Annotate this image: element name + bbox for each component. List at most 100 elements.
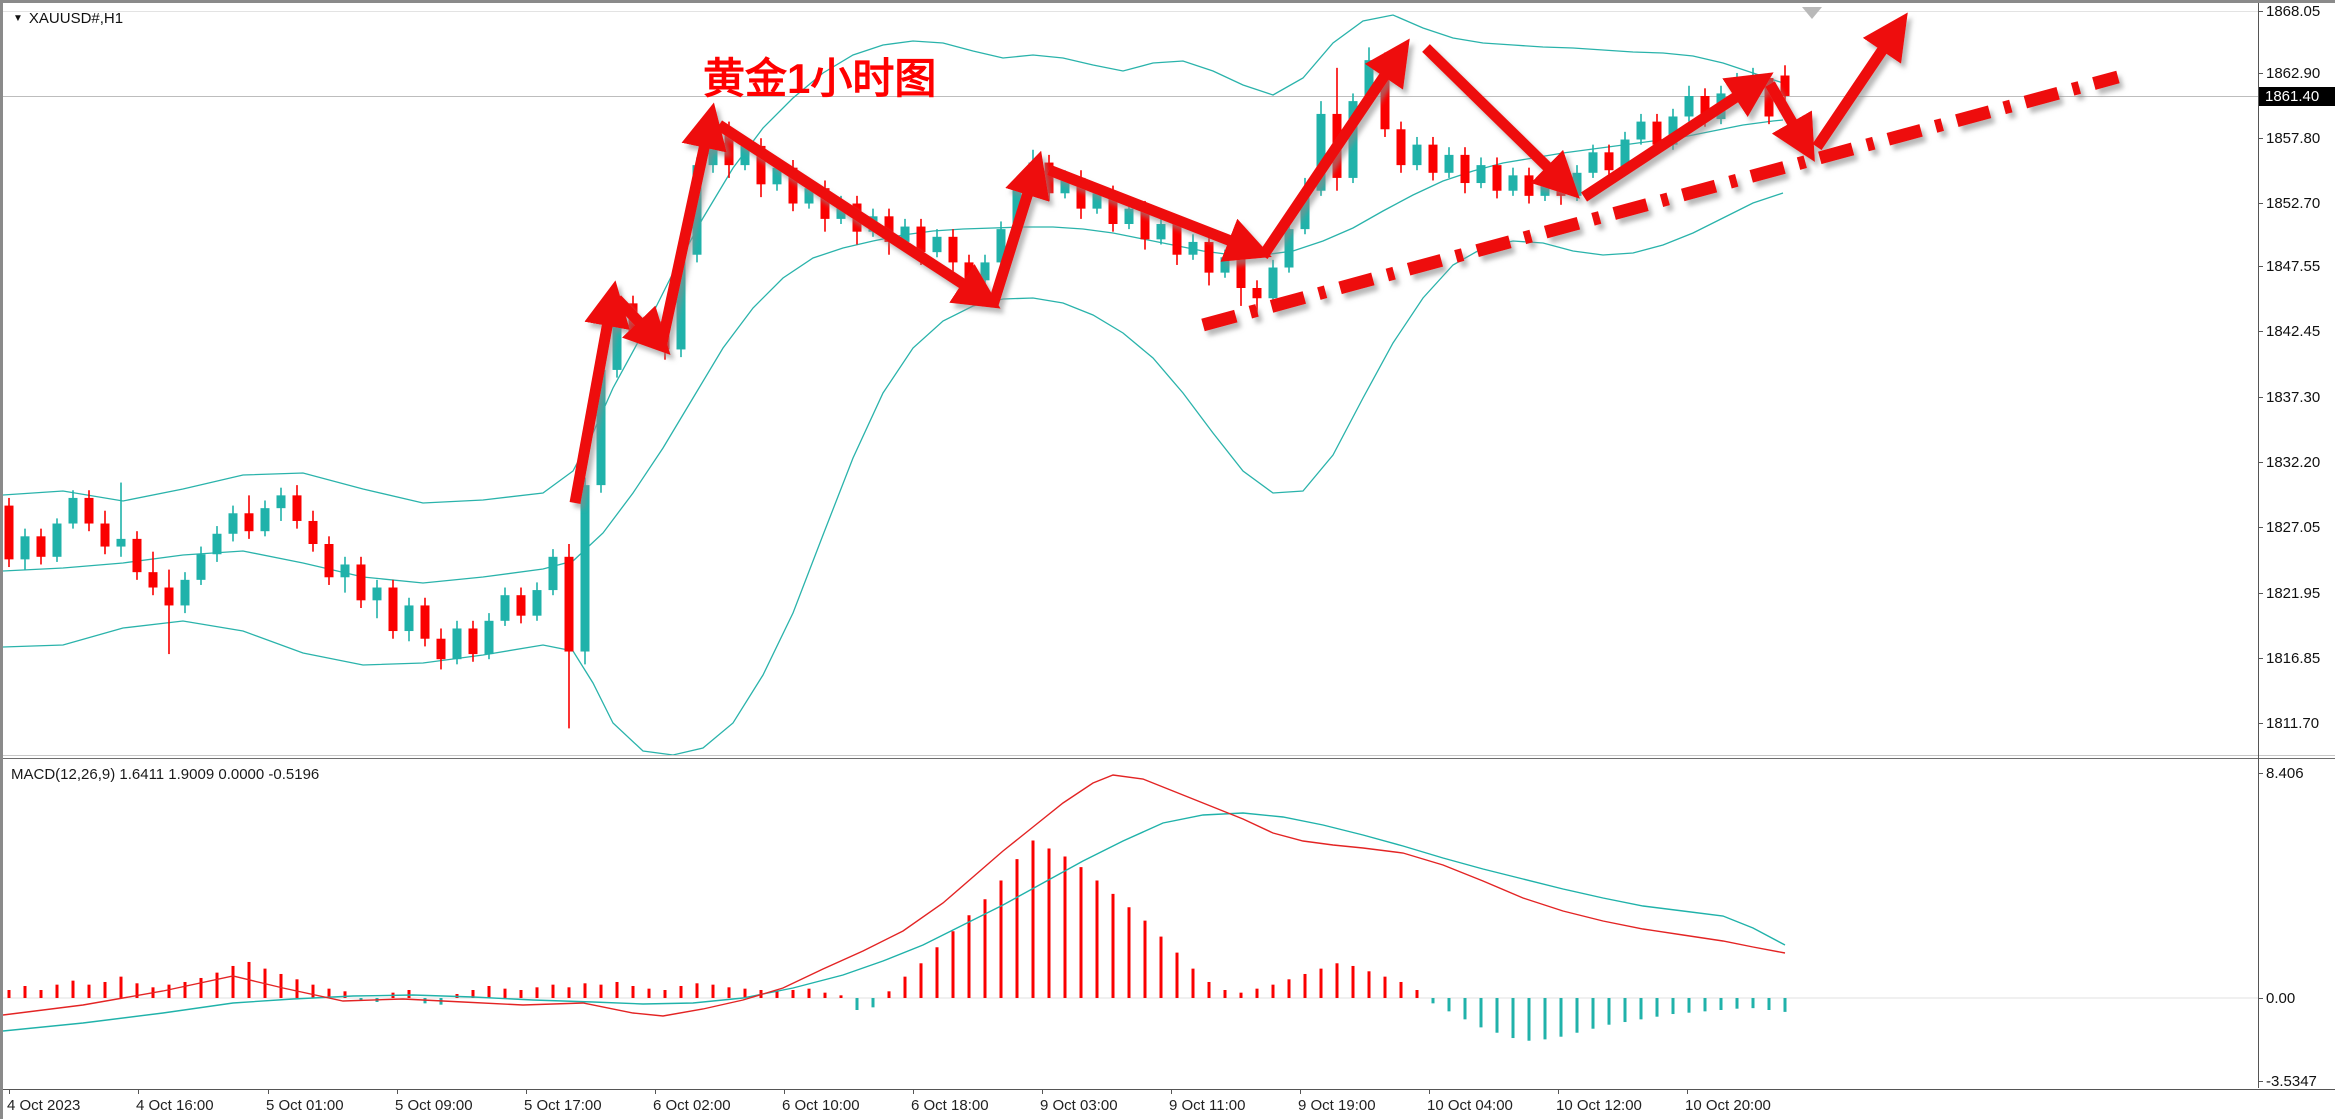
candle-body	[1604, 152, 1614, 171]
candle	[868, 208, 878, 237]
candle-body	[692, 165, 702, 255]
candle-body	[84, 497, 94, 524]
price-axis-label: 1842.45	[2266, 323, 2321, 340]
candle	[1252, 280, 1262, 314]
panel-separator-dark[interactable]	[3, 758, 2335, 759]
candle	[612, 289, 622, 378]
candle	[1316, 101, 1326, 196]
candle-body	[948, 236, 958, 263]
candle	[116, 482, 126, 557]
candle-body	[708, 129, 718, 166]
price-axis-line	[2258, 3, 2259, 1088]
candle	[1060, 170, 1070, 199]
candle	[148, 551, 158, 596]
candle	[1572, 165, 1582, 201]
candle-body	[1348, 101, 1358, 178]
candle	[436, 628, 446, 670]
candle	[852, 195, 862, 245]
candle	[1076, 170, 1086, 219]
candle	[740, 138, 750, 171]
candle-body	[1012, 184, 1022, 230]
chart-shift-marker-icon[interactable]	[1802, 7, 1822, 19]
price-axis-tick	[2258, 73, 2263, 74]
candle-body	[260, 508, 270, 532]
candle-body	[532, 590, 542, 616]
macd-axis-label: 8.406	[2266, 765, 2304, 782]
price-axis-tick	[2258, 266, 2263, 267]
candle	[980, 254, 990, 294]
candle-body	[868, 216, 878, 232]
candle-body	[820, 188, 830, 219]
candle-body	[1716, 93, 1726, 120]
candle	[468, 620, 478, 662]
current-price-badge: 1861.40	[2259, 87, 2335, 106]
price-axis-tick	[2258, 527, 2263, 528]
candle-body	[1284, 229, 1294, 268]
macd-indicator-label: MACD(12,26,9) 1.6411 1.9009 0.0000 -0.51…	[11, 766, 320, 783]
candle	[884, 208, 894, 255]
candle-body	[1300, 190, 1310, 230]
candle	[340, 556, 350, 593]
candle	[1348, 93, 1358, 184]
candle-body	[628, 303, 638, 332]
candle-body	[660, 321, 670, 350]
time-axis-label: 4 Oct 16:00	[136, 1097, 214, 1114]
candle-body	[276, 495, 286, 509]
candle-body	[916, 226, 926, 253]
candle	[1380, 52, 1390, 137]
price-axis-tick	[2258, 203, 2263, 204]
candle	[628, 295, 638, 340]
candle	[1460, 147, 1470, 194]
price-axis-label: 1827.05	[2266, 519, 2321, 536]
candle-body	[644, 321, 654, 332]
candle	[564, 544, 574, 729]
candle-body	[212, 533, 222, 555]
candle	[308, 510, 318, 552]
candle-body	[180, 579, 190, 606]
candle	[1108, 185, 1118, 232]
candle-body	[980, 262, 990, 281]
candle-body	[1556, 180, 1566, 196]
candle	[1028, 149, 1038, 190]
candle	[660, 313, 670, 360]
time-axis-label: 6 Oct 02:00	[653, 1097, 731, 1114]
candle-body	[852, 203, 862, 232]
candle-body	[1620, 139, 1630, 171]
candle	[388, 579, 398, 639]
time-axis-tick	[526, 1089, 527, 1094]
time-axis-label: 9 Oct 19:00	[1298, 1097, 1376, 1114]
candle	[1684, 85, 1694, 122]
macd-chart-canvas[interactable]	[3, 759, 2258, 1089]
candle-body	[1220, 257, 1230, 273]
candle-body	[788, 167, 798, 204]
time-axis-tick	[268, 1089, 269, 1094]
candle-body	[1780, 75, 1790, 96]
candle	[1508, 167, 1518, 196]
price-axis-tick	[2258, 723, 2263, 724]
symbol-timeframe-label[interactable]: ▼ XAUUSD#,H1	[13, 10, 123, 27]
candle-body	[324, 544, 334, 578]
candle	[1156, 216, 1166, 245]
candle-body	[676, 254, 686, 350]
candle	[692, 157, 702, 263]
candle-body	[1028, 162, 1038, 185]
candle	[484, 613, 494, 660]
candle-body	[1764, 78, 1774, 117]
price-axis-tick	[2258, 658, 2263, 659]
main-chart-canvas[interactable]	[3, 3, 2258, 758]
candle	[68, 490, 78, 529]
candle-body	[1188, 241, 1198, 255]
candle	[1236, 249, 1246, 306]
candle	[100, 510, 110, 555]
candle-body	[1108, 193, 1118, 224]
candle-body	[1316, 113, 1326, 191]
candle	[372, 579, 382, 619]
candle	[1044, 154, 1054, 201]
candle-body	[1684, 96, 1694, 117]
time-axis-label: 9 Oct 03:00	[1040, 1097, 1118, 1114]
candle-body	[132, 538, 142, 573]
candle	[20, 528, 30, 570]
candle-body	[1508, 175, 1518, 191]
symbol-dropdown-icon[interactable]: ▼	[13, 13, 23, 24]
candle-body	[404, 605, 414, 632]
